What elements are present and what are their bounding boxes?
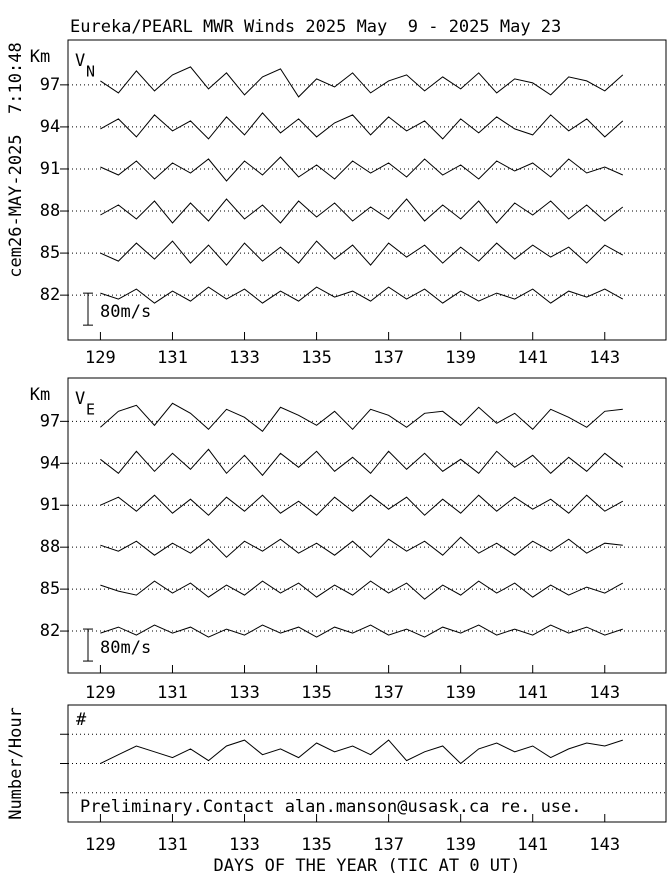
panel-label: V	[75, 389, 85, 409]
y-tick-label: 88	[40, 201, 60, 221]
y-tick-label: 82	[40, 285, 60, 305]
y-tick-label: 94	[40, 453, 60, 473]
x-tick-label: 139	[445, 835, 476, 855]
x-tick-label: 141	[517, 835, 548, 855]
panel-label: V	[75, 51, 85, 71]
y-tick-label: 82	[40, 621, 60, 641]
wind-line	[100, 112, 624, 140]
x-tick-label: 143	[589, 835, 620, 855]
x-tick-label: 131	[157, 348, 188, 368]
wind-line	[100, 286, 624, 304]
y-tick-label: 91	[40, 495, 60, 515]
x-tick-label: 129	[85, 683, 116, 703]
x-tick-label: 137	[373, 683, 404, 703]
x-tick-label: 131	[157, 835, 188, 855]
x-tick-label: 141	[517, 348, 548, 368]
wind-line	[100, 240, 624, 266]
x-axis-title: DAYS OF THE YEAR (TIC AT 0 UT)	[213, 856, 520, 876]
wind-line	[100, 624, 623, 638]
wind-line	[100, 402, 623, 433]
x-tick-label: 133	[229, 683, 260, 703]
x-tick-label: 139	[445, 683, 476, 703]
x-tick-label: 139	[445, 348, 476, 368]
y-tick-label: 94	[40, 117, 60, 137]
x-tick-label: 143	[589, 683, 620, 703]
y-tick-label: 91	[40, 159, 60, 179]
wind-line	[100, 198, 624, 224]
x-tick-label: 135	[301, 683, 332, 703]
timestamp: cem26-MAY-2025 7:10:48	[6, 42, 26, 277]
y-unit: Km	[30, 47, 50, 67]
chart-title: Eureka/PEARL MWR Winds 2025 May 9 - 2025…	[70, 17, 561, 37]
panel-frame	[67, 39, 667, 341]
wind-line	[100, 448, 624, 477]
x-tick-label: 129	[85, 348, 116, 368]
y-tick-label: 88	[40, 537, 60, 557]
y-axis-title: Number/Hour	[6, 707, 26, 820]
marker: #	[76, 710, 87, 730]
x-tick-label: 137	[373, 348, 404, 368]
y-tick-label: 97	[40, 75, 60, 95]
panel-label-sub: N	[86, 63, 95, 81]
wind-line	[100, 66, 624, 98]
x-tick-label: 137	[373, 835, 404, 855]
scale-label: 80m/s	[100, 638, 151, 658]
wind-line	[100, 580, 624, 600]
x-tick-label: 141	[517, 683, 548, 703]
y-tick-label: 85	[40, 243, 60, 263]
x-tick-label: 135	[301, 835, 332, 855]
y-unit: Km	[30, 385, 50, 405]
x-tick-label: 133	[229, 348, 260, 368]
scale-label: 80m/s	[100, 302, 151, 322]
y-tick-label: 85	[40, 579, 60, 599]
x-tick-label: 133	[229, 835, 260, 855]
x-tick-label: 143	[589, 348, 620, 368]
x-tick-label: 131	[157, 683, 188, 703]
note: Preliminary.Contact alan.manson@usask.ca…	[80, 797, 582, 817]
panel-frame	[67, 377, 667, 674]
y-tick-label: 97	[40, 411, 60, 431]
wind-line	[100, 536, 623, 558]
count-line	[100, 739, 623, 765]
panel-label-sub: E	[86, 401, 95, 419]
wind-line	[100, 494, 624, 516]
x-tick-label: 135	[301, 348, 332, 368]
x-tick-label: 129	[85, 835, 116, 855]
wind-line	[100, 156, 624, 182]
